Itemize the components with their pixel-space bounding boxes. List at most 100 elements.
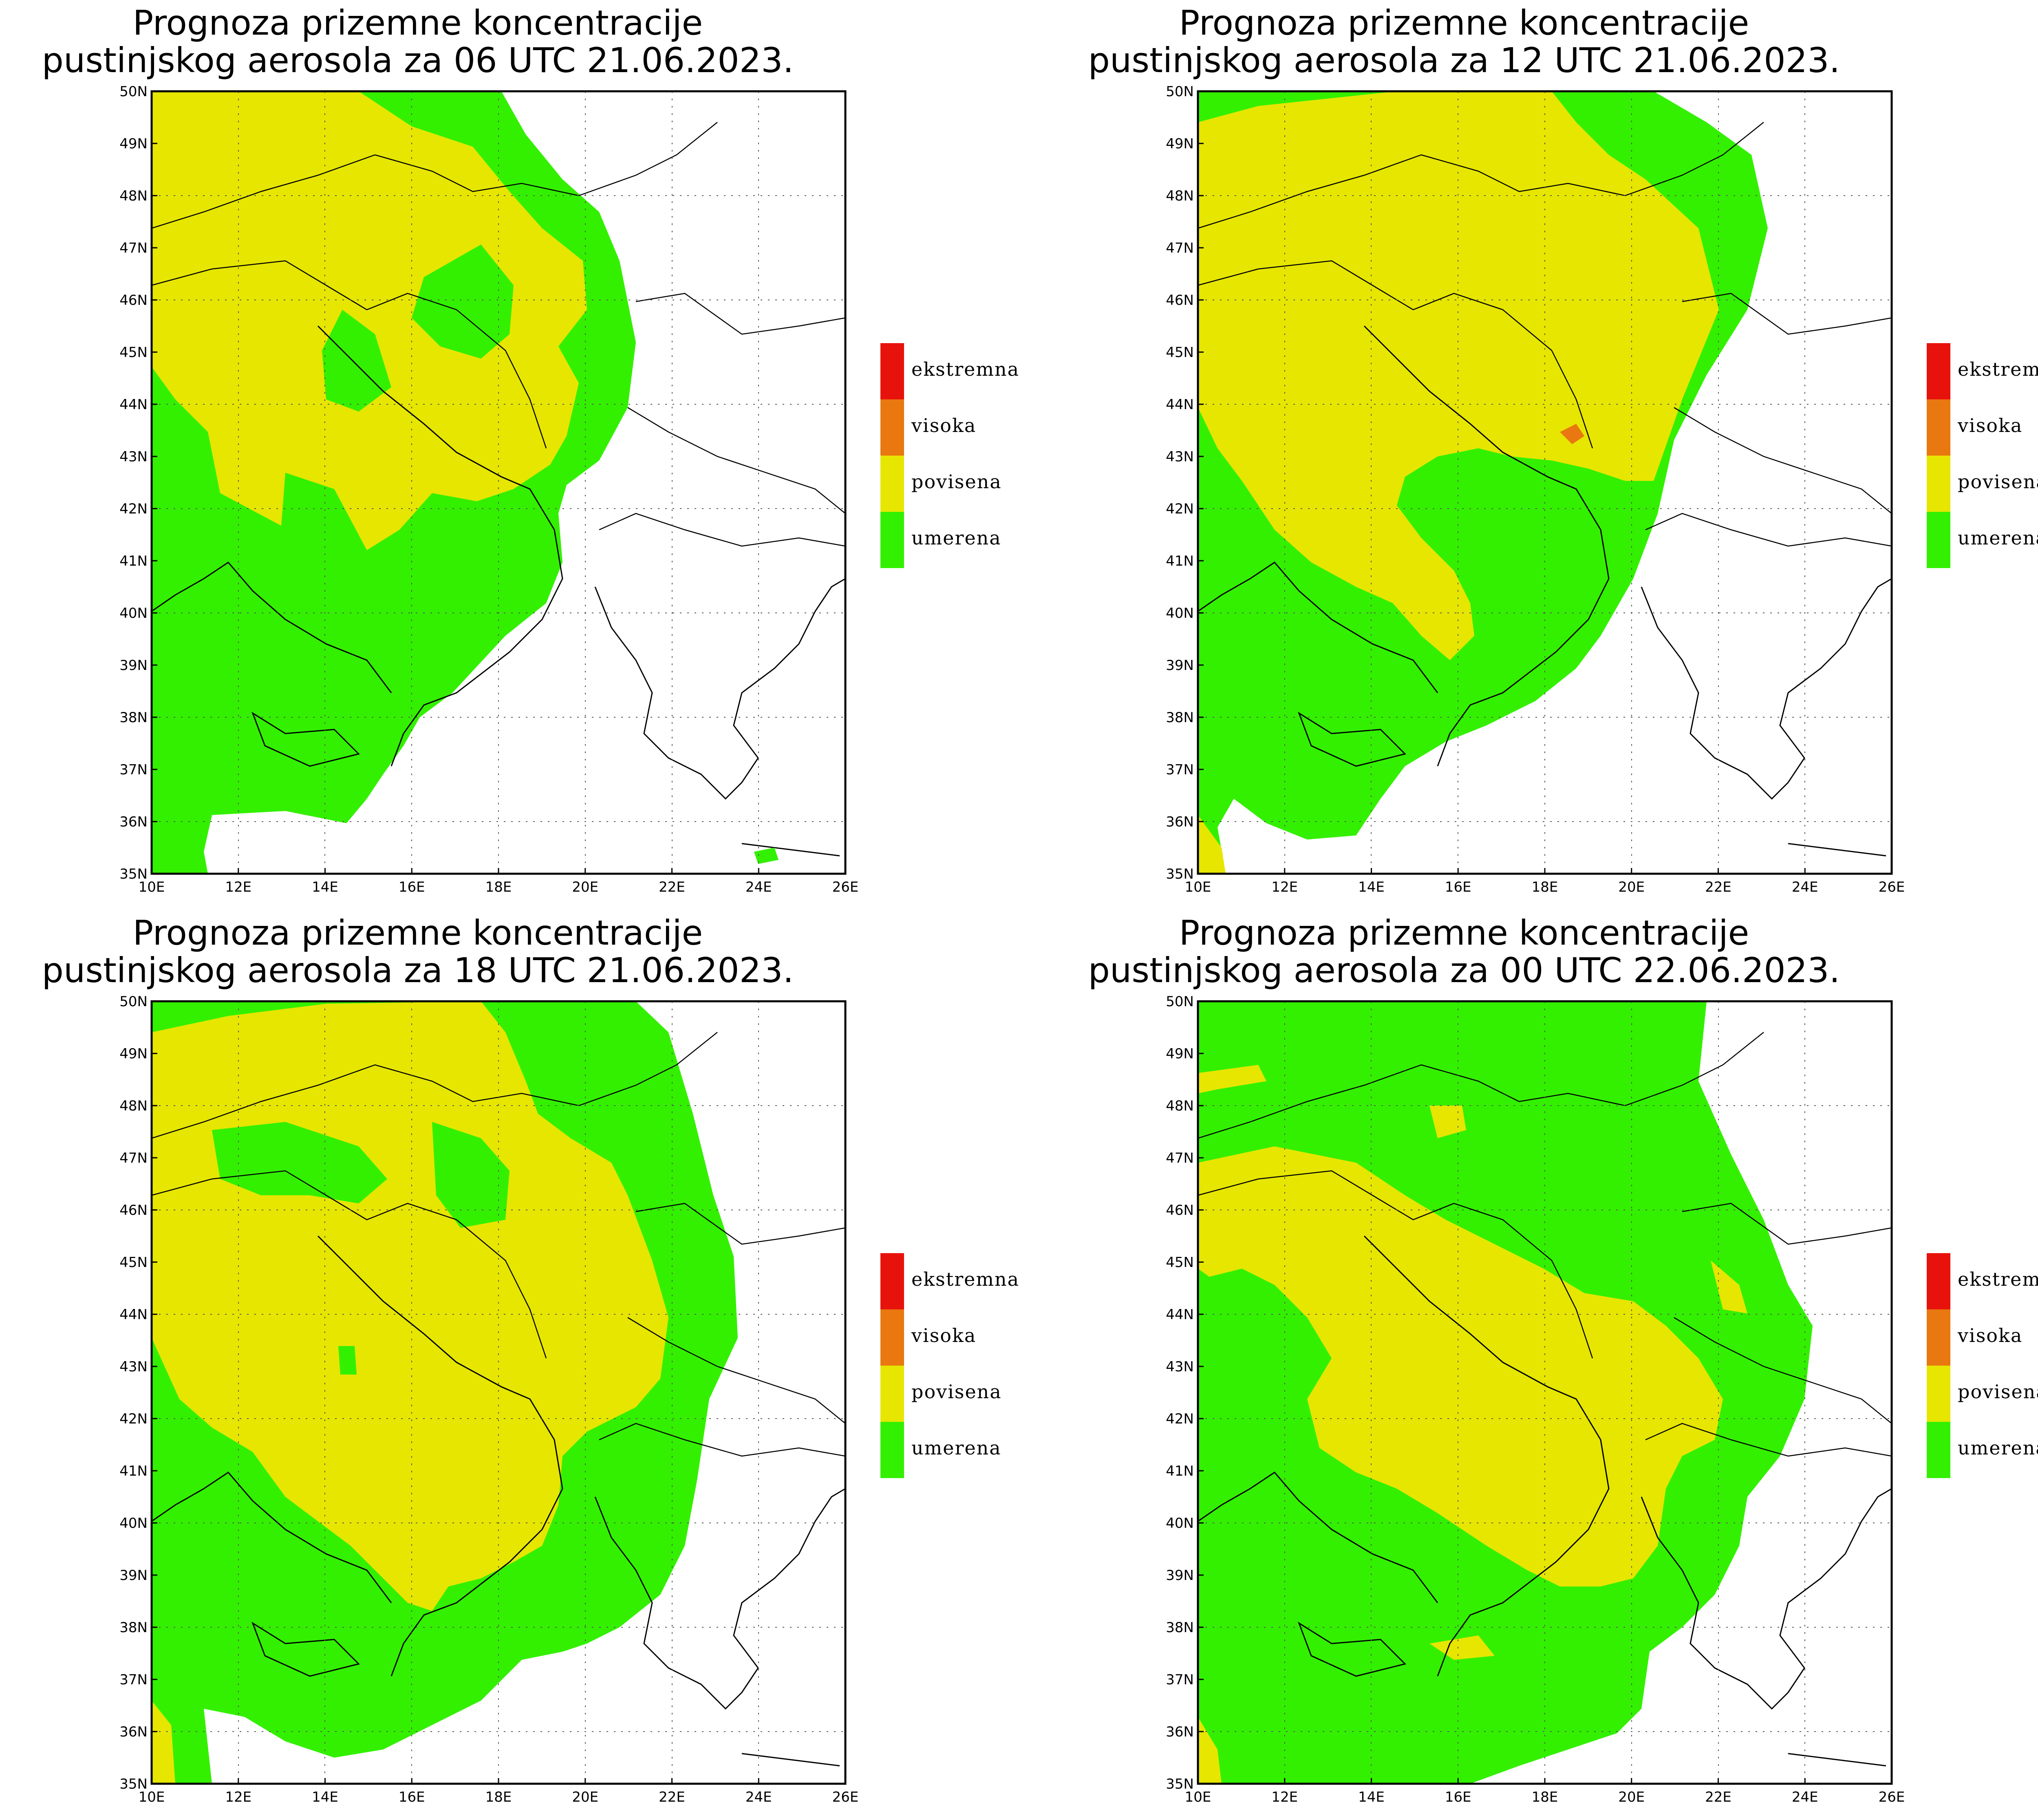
lat-tick-label: 41N <box>1166 1463 1194 1479</box>
lon-tick-label: 18E <box>1532 879 1558 895</box>
legend-swatch-visoka <box>1927 1309 1950 1366</box>
lon-tick-label: 26E <box>832 1789 859 1805</box>
lat-tick-label: 41N <box>119 1463 148 1479</box>
plot-area <box>150 90 847 875</box>
plot-area <box>1197 90 1893 875</box>
lon-tick-label: 18E <box>485 1789 512 1805</box>
lon-axis: 10E 12E 14E 16E 18E 20E 22E 24E 26E <box>1185 868 1905 895</box>
lon-tick-label: 18E <box>485 879 512 895</box>
lon-tick-label: 14E <box>1358 1789 1385 1805</box>
legend-swatch-umerena <box>880 1422 904 1478</box>
plot-area <box>150 1000 847 1785</box>
lon-tick-label: 26E <box>832 879 859 895</box>
forecast-panel-06utc: Prognoza prizemne koncentracije pustinjs… <box>0 0 1046 910</box>
legend-label-umerena: umerena <box>1958 527 2038 549</box>
legend-label-umerena: umerena <box>1958 1437 2038 1459</box>
lon-tick-label: 26E <box>1879 1789 1905 1805</box>
panel-title: Prognoza prizemne koncentracije pustinjs… <box>1046 4 1882 79</box>
legend-label-povisena: povisena <box>1958 471 2038 493</box>
legend-swatch-umerena <box>880 512 904 568</box>
lon-axis: 10E 12E 14E 16E 18E 20E 22E 24E 26E <box>139 868 859 895</box>
forecast-panel-00utc: Prognoza prizemne koncentracije pustinjs… <box>1046 910 2038 1820</box>
legend-swatch-ekstremna <box>880 1253 904 1309</box>
povisena-patch <box>1711 1260 1747 1313</box>
povisena-corner <box>1198 815 1226 874</box>
legend-label-povisena: povisena <box>1958 1381 2038 1403</box>
lat-tick-label: 49N <box>119 136 148 152</box>
legend-swatch-povisena <box>880 1366 904 1422</box>
lon-tick-label: 12E <box>1271 879 1298 895</box>
lon-tick-label: 12E <box>225 879 251 895</box>
lon-tick-label: 14E <box>312 1789 338 1805</box>
lat-tick-label: 48N <box>119 188 148 204</box>
lat-tick-label: 45N <box>1166 1254 1194 1271</box>
legend-label-visoka: visoka <box>911 1324 976 1346</box>
lat-tick-label: 44N <box>119 397 148 413</box>
lat-tick-label: 43N <box>1166 1359 1194 1375</box>
lat-tick-label: 41N <box>1166 553 1194 569</box>
lat-tick-label: 40N <box>1166 1515 1194 1531</box>
lat-tick-label: 35N <box>1166 1776 1194 1792</box>
legend-swatch-ekstremna <box>1927 1253 1950 1309</box>
lat-tick-label: 41N <box>119 553 148 569</box>
crete-green-spot <box>754 848 779 864</box>
lon-tick-label: 22E <box>1705 879 1731 895</box>
lat-tick-label: 37N <box>1166 762 1194 778</box>
lat-tick-label: 35N <box>119 1776 148 1792</box>
lat-tick-label: 36N <box>1166 814 1194 830</box>
lon-tick-label: 22E <box>659 1789 685 1805</box>
map-chart: 35N 36N 37N 38N 39N 40N 41N 42N 43N 44N 45N 46N 47N 4… <box>1166 84 2038 895</box>
umerena-island <box>412 245 514 359</box>
lat-tick-label: 38N <box>119 709 148 726</box>
lat-tick-label: 47N <box>119 1150 148 1166</box>
title-line-2: pustinjskog aerosola za 12 UTC 21.06.202… <box>1088 40 1840 80</box>
lat-axis: 35N 36N 37N 38N 39N 40N 41N 42N 43N 44N 45N 46N 47N 4… <box>119 994 157 1792</box>
povisena-region <box>152 91 587 550</box>
title-line-2: pustinjskog aerosola za 18 UTC 21.06.202… <box>42 950 794 990</box>
lon-tick-label: 20E <box>572 879 598 895</box>
umerena-island <box>338 1346 357 1375</box>
lat-tick-label: 49N <box>1166 1046 1194 1062</box>
lat-tick-label: 50N <box>119 84 148 100</box>
lat-tick-label: 50N <box>119 994 148 1010</box>
legend-swatch-povisena <box>1927 456 1950 512</box>
lon-tick-label: 24E <box>746 1789 772 1805</box>
lat-tick-label: 45N <box>119 1254 148 1271</box>
greece-coastline <box>594 578 846 857</box>
lon-tick-label: 20E <box>572 1789 598 1805</box>
legend-label-ekstremna: ekstremna <box>1958 358 2038 380</box>
coastline <box>1198 1235 1610 1677</box>
lat-tick-label: 44N <box>119 1307 148 1323</box>
greece-coastline <box>1641 578 1892 857</box>
lon-tick-label: 12E <box>225 1789 251 1805</box>
legend-label-umerena: umerena <box>911 1437 1001 1459</box>
visoka-spot <box>1560 424 1584 444</box>
lat-tick-label: 36N <box>119 1724 148 1740</box>
lat-tick-label: 42N <box>119 1411 148 1427</box>
panel-title: Prognoza prizemne koncentracije pustinjs… <box>1046 914 1882 989</box>
lat-tick-label: 50N <box>1166 84 1194 100</box>
plot-area <box>1197 1000 1893 1785</box>
legend-swatch-visoka <box>880 399 904 456</box>
legend-swatch-ekstremna <box>1927 343 1950 399</box>
map-chart: 35N 36N 37N 38N 39N 40N 41N 42N 43N 44N 45N 46N 47N 4… <box>119 994 1019 1805</box>
border-lines <box>151 1032 846 1457</box>
lon-tick-label: 10E <box>139 1789 165 1805</box>
lat-tick-label: 49N <box>119 1046 148 1062</box>
lat-tick-label: 47N <box>1166 240 1194 256</box>
lat-tick-label: 37N <box>1166 1672 1194 1688</box>
border-lines <box>1198 122 1892 547</box>
title-line-1: Prognoza prizemne koncentracije <box>1179 913 1749 953</box>
forecast-panel-18utc: Prognoza prizemne koncentracije pustinjs… <box>0 910 1046 1820</box>
lon-tick-label: 20E <box>1618 879 1645 895</box>
title-line-1: Prognoza prizemne koncentracije <box>1179 3 1749 43</box>
lon-tick-label: 16E <box>1445 1789 1471 1805</box>
legend-swatch-visoka <box>880 1309 904 1366</box>
lon-tick-label: 14E <box>1358 879 1385 895</box>
legend: ekstremna visoka povisena umerena <box>1927 343 2038 568</box>
title-line-1: Prognoza prizemne koncentracije <box>132 913 703 953</box>
lat-tick-label: 47N <box>119 240 148 256</box>
lat-tick-label: 40N <box>119 1515 148 1531</box>
legend-label-ekstremna: ekstremna <box>911 358 1019 380</box>
lon-tick-label: 14E <box>312 879 338 895</box>
